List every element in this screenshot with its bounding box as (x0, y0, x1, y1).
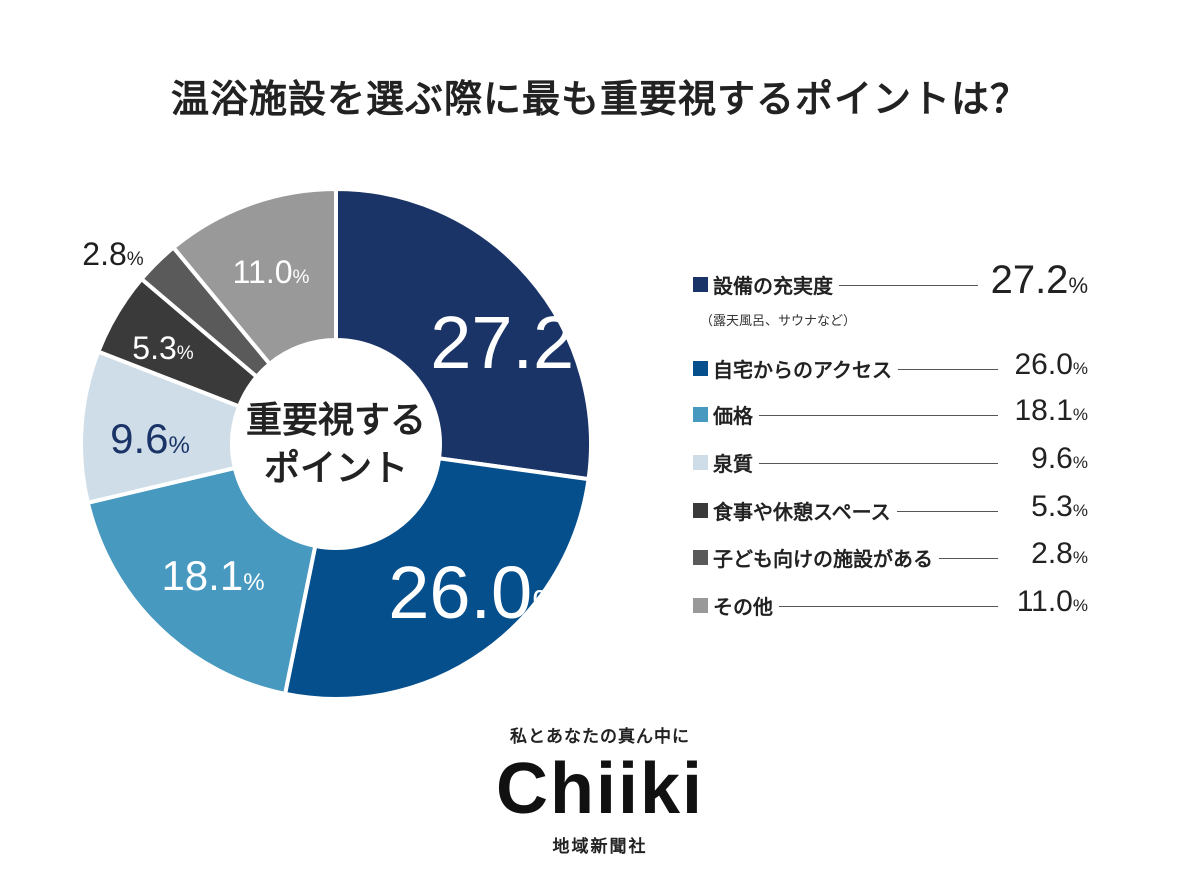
legend-label: その他 (713, 591, 779, 620)
legend-item: 設備の充実度 27.2% (693, 258, 1088, 302)
legend-value: 9.6% (1031, 442, 1088, 475)
legend-value: 2.8% (1031, 537, 1088, 570)
legend-value: 27.2% (990, 258, 1088, 302)
legend-leader-line (723, 415, 998, 416)
legend-item: 食事や休憩スペース 5.3% (693, 490, 1088, 528)
center-label: 重要視する (246, 400, 426, 441)
legend-label: 設備の充実度 (713, 270, 839, 299)
logo-company-name: 地域新聞社 (552, 837, 648, 857)
slice-value-label: 26.0% (388, 551, 568, 634)
legend-item: 価格 18.1% (693, 394, 1088, 432)
legend-item: 自宅からのアクセス 26.0% (693, 348, 1088, 386)
slice-value-label: 5.3% (132, 330, 193, 366)
slice-value-label: 9.6% (110, 415, 190, 462)
legend-value: 18.1% (1014, 394, 1088, 427)
legend-value: 5.3% (1031, 490, 1088, 523)
legend-label: 泉質 (713, 448, 759, 477)
legend-swatch (693, 455, 708, 470)
slice-value-label: 27.2% (430, 301, 610, 384)
legend-label: 食事や休憩スペース (713, 496, 897, 525)
legend-swatch (693, 598, 708, 613)
legend-swatch (693, 550, 708, 565)
donut-slice (85, 465, 318, 697)
logo: Chiiki (495, 749, 705, 829)
legend-item: その他 11.0% (693, 585, 1088, 623)
legend-swatch (693, 277, 708, 292)
legend-note: （露天風呂、サウナなど） (700, 314, 857, 329)
legend-label: 子ども向けの施設がある (713, 543, 939, 572)
slice-value-label: 11.0% (233, 254, 310, 290)
donut-slice (170, 186, 338, 367)
legend-label: 自宅からのアクセス (713, 354, 898, 383)
legend-label: 価格 (713, 400, 759, 429)
legend-leader-line (723, 606, 998, 607)
slice-value-label: 18.1% (161, 552, 264, 599)
legend-value: 26.0% (1014, 348, 1088, 381)
donut-slice (334, 186, 593, 482)
legend-swatch (693, 361, 708, 376)
legend-item: 子ども向けの施設がある 2.8% (693, 537, 1088, 575)
legend-leader-line (723, 463, 998, 464)
center-label: ポイント (264, 447, 408, 489)
legend-swatch (693, 407, 708, 422)
legend-leader-line (723, 285, 978, 286)
legend-swatch (693, 503, 708, 518)
logo-tagline: 私とあなたの真ん中に (510, 727, 690, 747)
chart-title: 温浴施設を選ぶ際に最も重要視するポイントは？ (170, 77, 1029, 121)
slice-value-label: 2.8% (82, 236, 143, 272)
legend-value: 11.0% (1016, 585, 1088, 618)
legend-item: 泉質 9.6% (693, 442, 1088, 480)
donut-slice (282, 456, 591, 701)
